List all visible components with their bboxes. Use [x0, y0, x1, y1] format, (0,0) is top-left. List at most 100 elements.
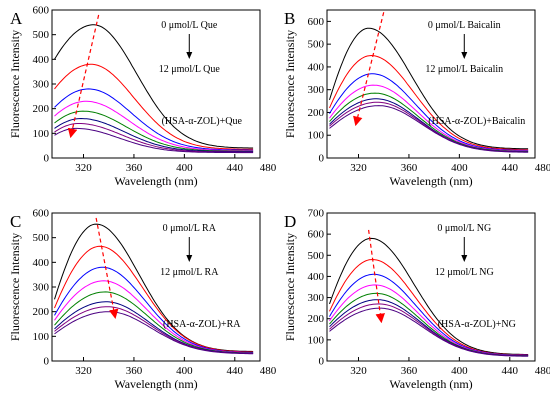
- y-axis-label: Fluorescence Intensity: [8, 30, 22, 138]
- x-tick-label: 440: [502, 365, 519, 377]
- y-axis-label: Fluorescence Intensity: [8, 233, 22, 341]
- y-tick-label: 500: [33, 232, 50, 244]
- panel-letter: B: [284, 9, 295, 28]
- panel-a: A 0 100 200 300 400 500 600 320 360 400 440 480 Wavel…: [8, 5, 277, 189]
- y-axis-label: Fluorescence Intensity: [283, 233, 297, 341]
- x-axis-label: Wavelength (nm): [389, 377, 472, 391]
- series-line-2: [54, 245, 254, 353]
- y-tick-label: 0: [319, 153, 325, 165]
- legend-start: 0 μmol/L Baicalin: [428, 20, 501, 31]
- direction-arrow: [353, 12, 385, 127]
- series-line-1: [54, 24, 254, 149]
- x-tick-label: 360: [126, 365, 143, 377]
- system-label: (HSA-α-ZOL)+NG: [438, 319, 516, 330]
- x-tick-label: 480: [535, 162, 550, 174]
- series-line-8: [54, 311, 254, 355]
- direction-arrow: [368, 229, 385, 324]
- series-line-7: [54, 123, 254, 153]
- x-tick-label: 400: [176, 365, 193, 377]
- series-line-3: [329, 73, 529, 151]
- x-tick-label: 440: [502, 162, 519, 174]
- panel-c: C 0 100 200 300 400 500 600 320 360 400 440 480 Wavel…: [8, 208, 277, 392]
- legend-end: 12 μmol/L Que: [159, 64, 221, 75]
- plot-frame: [51, 212, 261, 362]
- series-line-1: [329, 237, 529, 355]
- x-tick-label: 400: [451, 365, 468, 377]
- x-tick-label: 360: [401, 365, 418, 377]
- y-tick-label: 100: [33, 331, 50, 343]
- legend-arrow-head: [186, 255, 193, 262]
- series-line-2: [329, 54, 529, 151]
- y-tick-label: 500: [308, 250, 325, 262]
- y-tick-label: 300: [33, 282, 50, 294]
- y-tick-label: 200: [308, 313, 325, 325]
- panel-letter: C: [10, 212, 21, 231]
- series-line-1: [329, 27, 529, 150]
- x-tick-label: 320: [350, 162, 367, 174]
- x-tick-label: 480: [260, 162, 277, 174]
- series-line-4: [54, 100, 254, 152]
- y-tick-label: 400: [33, 257, 50, 269]
- legend-end: 12 μmol/L RA: [160, 267, 219, 278]
- y-tick-label: 400: [33, 54, 50, 66]
- y-tick-label: 600: [33, 208, 50, 220]
- y-tick-label: 300: [308, 292, 325, 304]
- x-tick-label: 440: [227, 365, 244, 377]
- x-axis-label: Wavelength (nm): [114, 377, 197, 391]
- y-axis-label: Fluorescence Intensity: [283, 30, 297, 138]
- y-tick-label: 400: [308, 271, 325, 283]
- y-tick-label: 500: [308, 39, 325, 51]
- series-line-6: [54, 117, 254, 153]
- series-line-3: [54, 266, 254, 353]
- y-tick-label: 200: [33, 103, 50, 115]
- panel-d: D 0 100 200 300 400 500 600 700 320 360 400 440 480 Wa…: [283, 208, 550, 392]
- system-label: (HSA-α-ZOL)+RA: [163, 319, 241, 330]
- legend-end: 12 μmol/L NG: [435, 267, 494, 278]
- x-tick-label: 480: [535, 365, 550, 377]
- system-label: (HSA-α-ZOL)+Baicalin: [428, 116, 525, 127]
- legend-arrow-head: [186, 52, 193, 59]
- x-tick-label: 320: [75, 365, 92, 377]
- x-tick-label: 480: [260, 365, 277, 377]
- x-tick-label: 360: [126, 162, 143, 174]
- y-tick-label: 700: [308, 208, 325, 220]
- plot-frame: [326, 9, 536, 159]
- x-axis-label: Wavelength (nm): [114, 174, 197, 188]
- series-line-5: [54, 110, 254, 152]
- y-tick-label: 200: [33, 306, 50, 318]
- legend-arrow-head: [461, 255, 468, 262]
- y-tick-label: 0: [44, 153, 50, 165]
- direction-arrow: [95, 217, 119, 319]
- panel-b: B 0 100 200 300 400 500 600 320 360 400 440 480 Wavel…: [283, 9, 550, 188]
- panel-letter: A: [10, 9, 23, 28]
- y-tick-label: 600: [308, 229, 325, 241]
- x-tick-label: 320: [75, 162, 92, 174]
- y-tick-label: 100: [308, 334, 325, 346]
- legend-start: 0 μmol/L RA: [163, 223, 217, 234]
- y-tick-label: 100: [308, 130, 325, 142]
- series-line-8: [329, 105, 529, 153]
- y-tick-label: 400: [308, 61, 325, 73]
- y-tick-label: 500: [33, 29, 50, 41]
- x-tick-label: 440: [227, 162, 244, 174]
- series-line-3: [54, 88, 254, 151]
- y-tick-label: 0: [44, 356, 50, 368]
- x-tick-label: 360: [401, 162, 418, 174]
- legend-start: 0 μmol/L Que: [161, 20, 218, 31]
- x-tick-label: 400: [451, 162, 468, 174]
- y-tick-label: 100: [33, 128, 50, 140]
- y-tick-label: 300: [33, 79, 50, 91]
- x-axis-label: Wavelength (nm): [389, 174, 472, 188]
- plot-frame: [326, 212, 536, 362]
- y-tick-label: 600: [308, 16, 325, 28]
- x-tick-label: 320: [350, 365, 367, 377]
- y-tick-label: 0: [319, 356, 325, 368]
- system-label: (HSA-α-ZOL)+Que: [162, 116, 243, 127]
- panel-letter: D: [284, 212, 296, 231]
- legend-end: 12 μmol/L Baicalin: [425, 64, 503, 75]
- series-line-8: [329, 307, 529, 357]
- legend-arrow-head: [461, 52, 468, 59]
- legend-start: 0 μmol/L NG: [437, 223, 491, 234]
- series-line-8: [54, 127, 254, 154]
